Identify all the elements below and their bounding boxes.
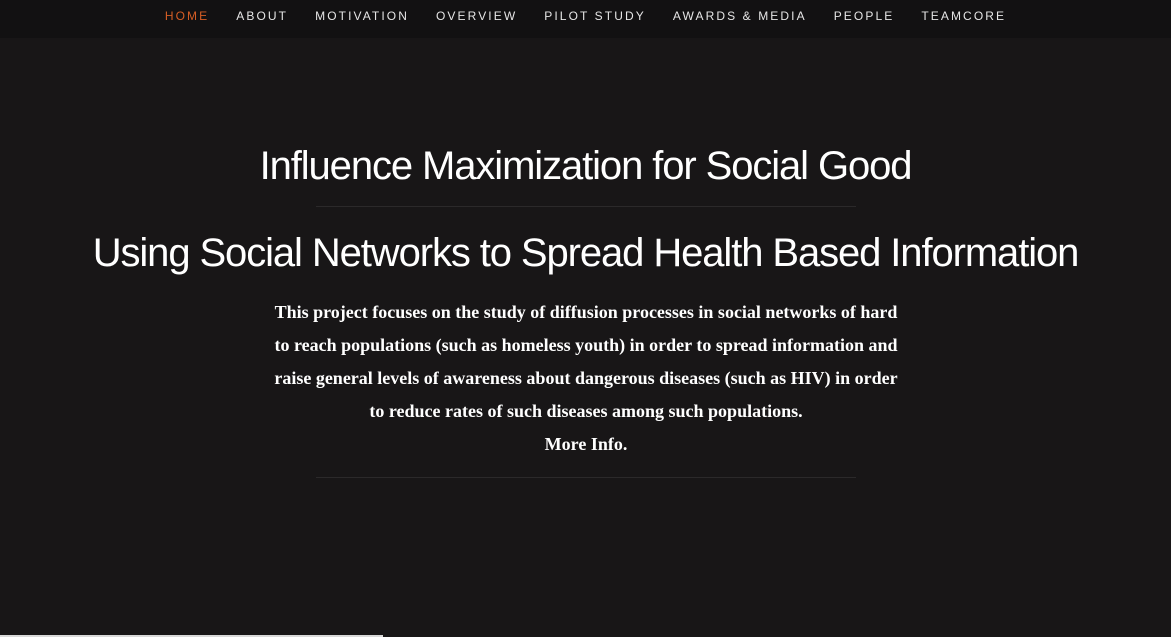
nav-item-awards-media[interactable]: AWARDS & MEDIA: [672, 8, 807, 23]
scroll-indicator: [0, 635, 383, 637]
nav-item-people[interactable]: PEOPLE: [833, 8, 895, 23]
project-description: This project focuses on the study of dif…: [274, 302, 898, 421]
page-subtitle: Using Social Networks to Spread Health B…: [92, 231, 1080, 275]
page-title: Influence Maximization for Social Good: [259, 144, 913, 188]
nav-item-overview[interactable]: OVERVIEW: [436, 8, 518, 23]
more-info-link[interactable]: More Info.: [544, 434, 628, 454]
top-navbar: HOME ABOUT MOTIVATION OVERVIEW PILOT STU…: [0, 0, 1171, 38]
project-description-block: This project focuses on the study of dif…: [266, 296, 906, 461]
bottom-divider: [316, 477, 856, 478]
nav-item-home[interactable]: HOME: [164, 8, 210, 23]
nav-menu: HOME ABOUT MOTIVATION OVERVIEW PILOT STU…: [0, 0, 1171, 31]
nav-item-motivation[interactable]: MOTIVATION: [315, 8, 409, 23]
top-divider: [316, 206, 856, 207]
nav-item-about[interactable]: ABOUT: [236, 8, 289, 23]
nav-item-teamcore[interactable]: TEAMCORE: [921, 8, 1007, 23]
nav-item-pilot-study[interactable]: PILOT STUDY: [544, 8, 646, 23]
